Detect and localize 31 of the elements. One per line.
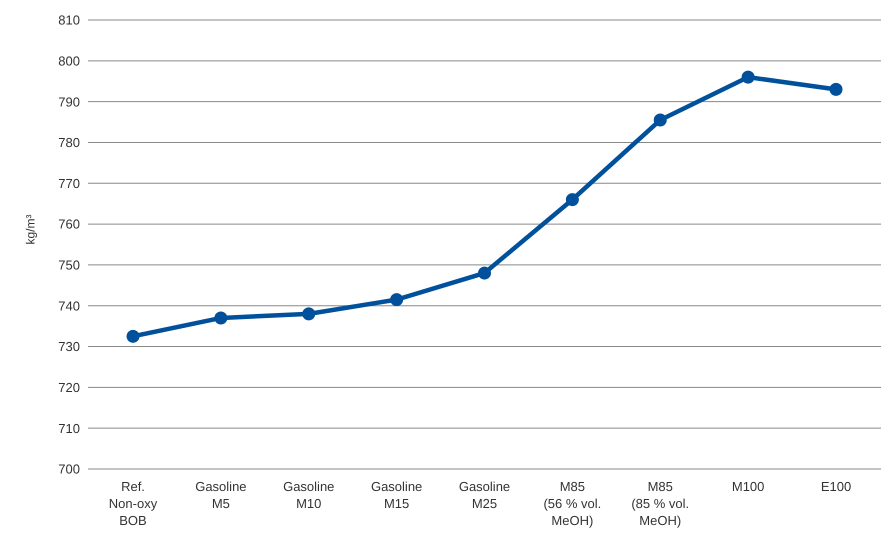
x-tick-label: M85 (56 % vol. MeOH) — [543, 479, 602, 528]
y-axis-title: kg/m³ — [23, 214, 38, 244]
point — [302, 307, 316, 320]
x-tick-label: M85 (85 % vol. MeOH) — [631, 479, 690, 528]
y-tick-label: 730 — [58, 339, 80, 354]
y-tick-label: 780 — [58, 135, 80, 150]
y-tick-label: 800 — [58, 53, 80, 68]
x-tick-label: Gasoline M10 — [283, 479, 334, 511]
y-tick-label: 710 — [58, 420, 80, 436]
x-tick-label: Gasoline M15 — [370, 479, 422, 511]
y-tick-label: 760 — [58, 216, 80, 232]
x-tick-label: Gasoline M5 — [195, 479, 247, 511]
y-tick-label: 770 — [58, 176, 80, 191]
x-tick-label: E100 — [820, 479, 852, 494]
point — [830, 82, 842, 96]
x-tick-label: M100 — [732, 479, 764, 494]
y-tick-label: 700 — [58, 462, 80, 477]
point — [390, 293, 404, 306]
point — [566, 193, 579, 206]
point — [478, 266, 491, 280]
x-tick-label: Gasoline M25 — [458, 479, 510, 511]
y-tick-label: 740 — [58, 298, 80, 314]
point — [742, 70, 755, 84]
point — [126, 330, 140, 343]
point — [214, 311, 228, 324]
point — [654, 114, 667, 127]
x-tick-label: Ref. Non-oxy BOB — [108, 479, 158, 528]
y-tick-label: 790 — [58, 94, 80, 110]
y-tick-label: 720 — [58, 380, 80, 395]
y-tick-label: 810 — [58, 12, 80, 28]
y-tick-label: 750 — [58, 258, 80, 273]
